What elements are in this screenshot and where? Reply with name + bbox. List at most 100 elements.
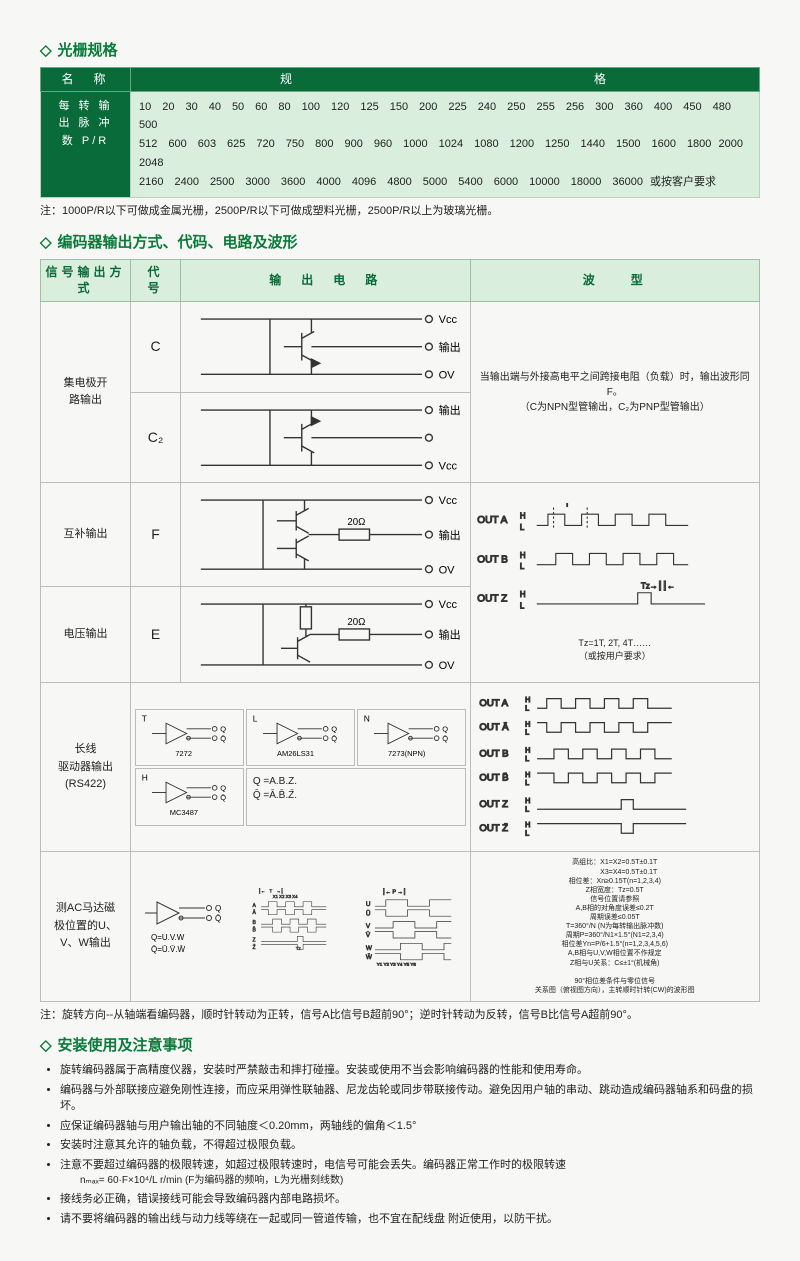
svg-text:OUT A: OUT A bbox=[479, 698, 508, 709]
enc-th-2: 输 出 电 路 bbox=[181, 259, 471, 302]
values-line-2: 512 600 603 625 720 750 800 900 960 1000… bbox=[139, 135, 751, 172]
circuit-F: 20Ω Vcc 输出 OV bbox=[181, 483, 471, 587]
svg-text:Q̄: Q̄ bbox=[220, 793, 226, 802]
svg-text:V: V bbox=[365, 923, 370, 930]
svg-text:Vcc: Vcc bbox=[439, 460, 458, 472]
wave-formula: Tz=1T, 2T, 4T…… （或按用户要求） bbox=[475, 637, 756, 662]
svg-text:U: U bbox=[365, 901, 370, 908]
driver-T-svg: T QQ̄ 7272 bbox=[138, 712, 241, 759]
svg-text:T: T bbox=[142, 713, 147, 723]
wave-rs422-svg: OUT AHL OUT ĀHL OUT BHL OUT B̄HL OUT ZHL… bbox=[477, 689, 754, 845]
install-item-4: 注意不要超过编码器的极限转速，如超过极限转速时，电信号可能会丢失。编码器正常工作… bbox=[60, 1157, 760, 1189]
svg-text:L: L bbox=[525, 754, 529, 763]
svg-text:MC3487: MC3487 bbox=[170, 808, 198, 817]
install-item-1: 编码器与外部联接应避免刚性连接，而应采用弹性联轴器、尼龙齿轮或同步带联接传动。避… bbox=[60, 1082, 760, 1115]
grating-th-spec1: 规 bbox=[131, 68, 445, 92]
row-rs422-label: 长线 驱动器输出 (RS422) bbox=[41, 683, 131, 852]
svg-text:L: L bbox=[519, 562, 524, 571]
svg-text:AM26LS31: AM26LS31 bbox=[277, 749, 314, 758]
section1-title: 光栅规格 bbox=[40, 40, 760, 61]
svg-text:Z̄: Z̄ bbox=[252, 944, 255, 950]
svg-text:Tz→┃┃←: Tz→┃┃← bbox=[641, 580, 675, 590]
svg-text:OV: OV bbox=[439, 370, 456, 382]
code-C: C bbox=[131, 302, 181, 392]
driver-H-svg: H QQ̄ MC3487 bbox=[138, 771, 241, 818]
svg-text:Y1 Y2 Y3 Y4 Y5 Y6: Y1 Y2 Y3 Y4 Y5 Y6 bbox=[376, 962, 416, 966]
svg-text:Z: Z bbox=[252, 937, 255, 943]
svg-text:L: L bbox=[525, 829, 529, 838]
svg-text:OUT B̄: OUT B̄ bbox=[479, 773, 508, 784]
svg-text:20Ω: 20Ω bbox=[347, 517, 365, 528]
svg-text:输出: 输出 bbox=[439, 528, 461, 542]
grating-row-label: 每 转 输 出 脉 冲 数 P/R bbox=[41, 91, 131, 197]
install-item-6: 请不要将编码器的输出线与动力线等绕在一起或同一管道传输，也不宜在配线盘 附近使用… bbox=[60, 1211, 760, 1228]
svg-text:W: W bbox=[365, 944, 371, 951]
svg-text:W̄: W̄ bbox=[365, 953, 371, 961]
enc-th-1: 代 号 bbox=[131, 259, 181, 302]
svg-text:L: L bbox=[519, 523, 524, 532]
svg-text:L: L bbox=[525, 728, 529, 737]
circuit-C2: 输出 Vcc bbox=[181, 392, 471, 482]
svg-text:Vcc: Vcc bbox=[439, 495, 458, 507]
svg-text:H: H bbox=[519, 551, 525, 560]
driver-L-svg: L QQ̄ AM26LS31 bbox=[249, 712, 352, 759]
svg-text:Tz: Tz bbox=[296, 946, 301, 950]
svg-text:Q: Q bbox=[331, 724, 337, 733]
enc-th-3: 波 型 bbox=[470, 259, 760, 302]
circuit-voltage-svg: 20Ω Vcc 输出 OV bbox=[187, 593, 464, 676]
svg-text:Q: Q bbox=[220, 724, 226, 733]
circuit-C: Vcc 输出 OV bbox=[181, 302, 471, 392]
circuit-comp-svg: 20Ω Vcc 输出 OV bbox=[187, 489, 464, 580]
svg-text:Ū: Ū bbox=[365, 909, 370, 917]
svg-text:┃← P →┃: ┃← P →┃ bbox=[382, 888, 406, 895]
driver-uvw-svg: QQ̄ Q=U.V.W Q̄=Ū.V̄.W̄ bbox=[137, 888, 247, 958]
svg-text:Q̄: Q̄ bbox=[331, 734, 337, 743]
svg-text:20Ω: 20Ω bbox=[347, 617, 365, 628]
row-comp-label: 互补输出 bbox=[41, 483, 131, 587]
svg-text:OUT A: OUT A bbox=[477, 515, 507, 526]
section2-note: 旋转方向--从轴端看编码器，顺时针转动为正转，信号A比信号B超前90°；逆时针转… bbox=[40, 1008, 760, 1023]
svg-text:OUT B: OUT B bbox=[479, 749, 508, 760]
svg-text:B: B bbox=[252, 920, 256, 926]
svg-text:L: L bbox=[525, 778, 529, 787]
grating-th-spec2: 格 bbox=[445, 68, 760, 92]
svg-text:OUT Z: OUT Z bbox=[477, 593, 507, 604]
install-item-0: 旋转编码器属于高精度仪器，安装时严禁敲击和摔打碰撞。安装或使用不当会影响编码器的… bbox=[60, 1062, 760, 1079]
svg-text:T: T bbox=[564, 503, 569, 508]
svg-text:A: A bbox=[252, 902, 256, 908]
code-F: F bbox=[131, 483, 181, 587]
svg-text:┃← T →┃: ┃← T →┃ bbox=[258, 888, 283, 893]
svg-text:输出: 输出 bbox=[439, 403, 461, 417]
svg-text:OUT Z: OUT Z bbox=[479, 799, 508, 810]
row-collector-label: 集电极开 路输出 bbox=[41, 302, 131, 483]
uvw-notes: 高组比：X1=X2=0.5T±0.1T X3=X4=0.5T±0.1T 相位差：… bbox=[470, 852, 760, 1001]
section2-title: 编码器输出方式、代码、电路及波形 bbox=[40, 232, 760, 253]
svg-text:H: H bbox=[519, 511, 525, 520]
svg-text:Q̄: Q̄ bbox=[220, 734, 226, 743]
svg-text:N: N bbox=[363, 713, 369, 723]
svg-text:Vcc: Vcc bbox=[439, 314, 458, 326]
circuit-uvw: QQ̄ Q=U.V.W Q̄=Ū.V̄.W̄ ┃← T →┃ X1 X2 X3 … bbox=[131, 852, 471, 1001]
svg-text:L: L bbox=[253, 713, 258, 723]
svg-text:OUT B: OUT B bbox=[477, 554, 508, 565]
code-E: E bbox=[131, 587, 181, 683]
svg-text:Ā: Ā bbox=[252, 909, 256, 916]
svg-text:输出: 输出 bbox=[439, 628, 461, 642]
encoder-table: 信号输出方式 代 号 输 出 电 路 波 型 集电极开 路输出 C bbox=[40, 259, 760, 1002]
values-line-1: 10 20 30 40 50 60 80 100 120 125 150 200… bbox=[139, 98, 751, 135]
code-C2: C₂ bbox=[131, 392, 181, 482]
svg-text:Q: Q bbox=[442, 724, 448, 733]
svg-text:B̄: B̄ bbox=[252, 926, 256, 933]
timing-uvw-detail: ┃← P →┃ U Ū V V̄ W W̄ Y1 Y2 Y3 Y4 Y5 Y6 bbox=[364, 888, 464, 966]
wave-FE: OUT AHL T OUT BHL OUT ZHL Tz→┃┃← Tz=1T, … bbox=[470, 483, 760, 683]
wave-abz-svg: OUT AHL T OUT BHL OUT ZHL Tz→┃┃← bbox=[475, 503, 756, 638]
timing-abz-detail: ┃← T →┃ X1 X2 X3 X4 A Ā B B̄ Z Z̄ Tz bbox=[251, 888, 360, 950]
svg-text:Q: Q bbox=[220, 784, 226, 793]
svg-text:Q: Q bbox=[215, 904, 221, 913]
circuit-rs422: T QQ̄ 7272 L QQ̄ AM26LS31 bbox=[131, 683, 471, 852]
enc-th-0: 信号输出方式 bbox=[41, 259, 131, 302]
q-label-1: Q =A.B.Z. bbox=[253, 775, 459, 789]
install-item-5: 接线务必正确，错误接线可能会导致编码器内部电路损坏。 bbox=[60, 1191, 760, 1208]
svg-text:7272: 7272 bbox=[175, 749, 192, 758]
svg-text:L: L bbox=[519, 601, 524, 610]
